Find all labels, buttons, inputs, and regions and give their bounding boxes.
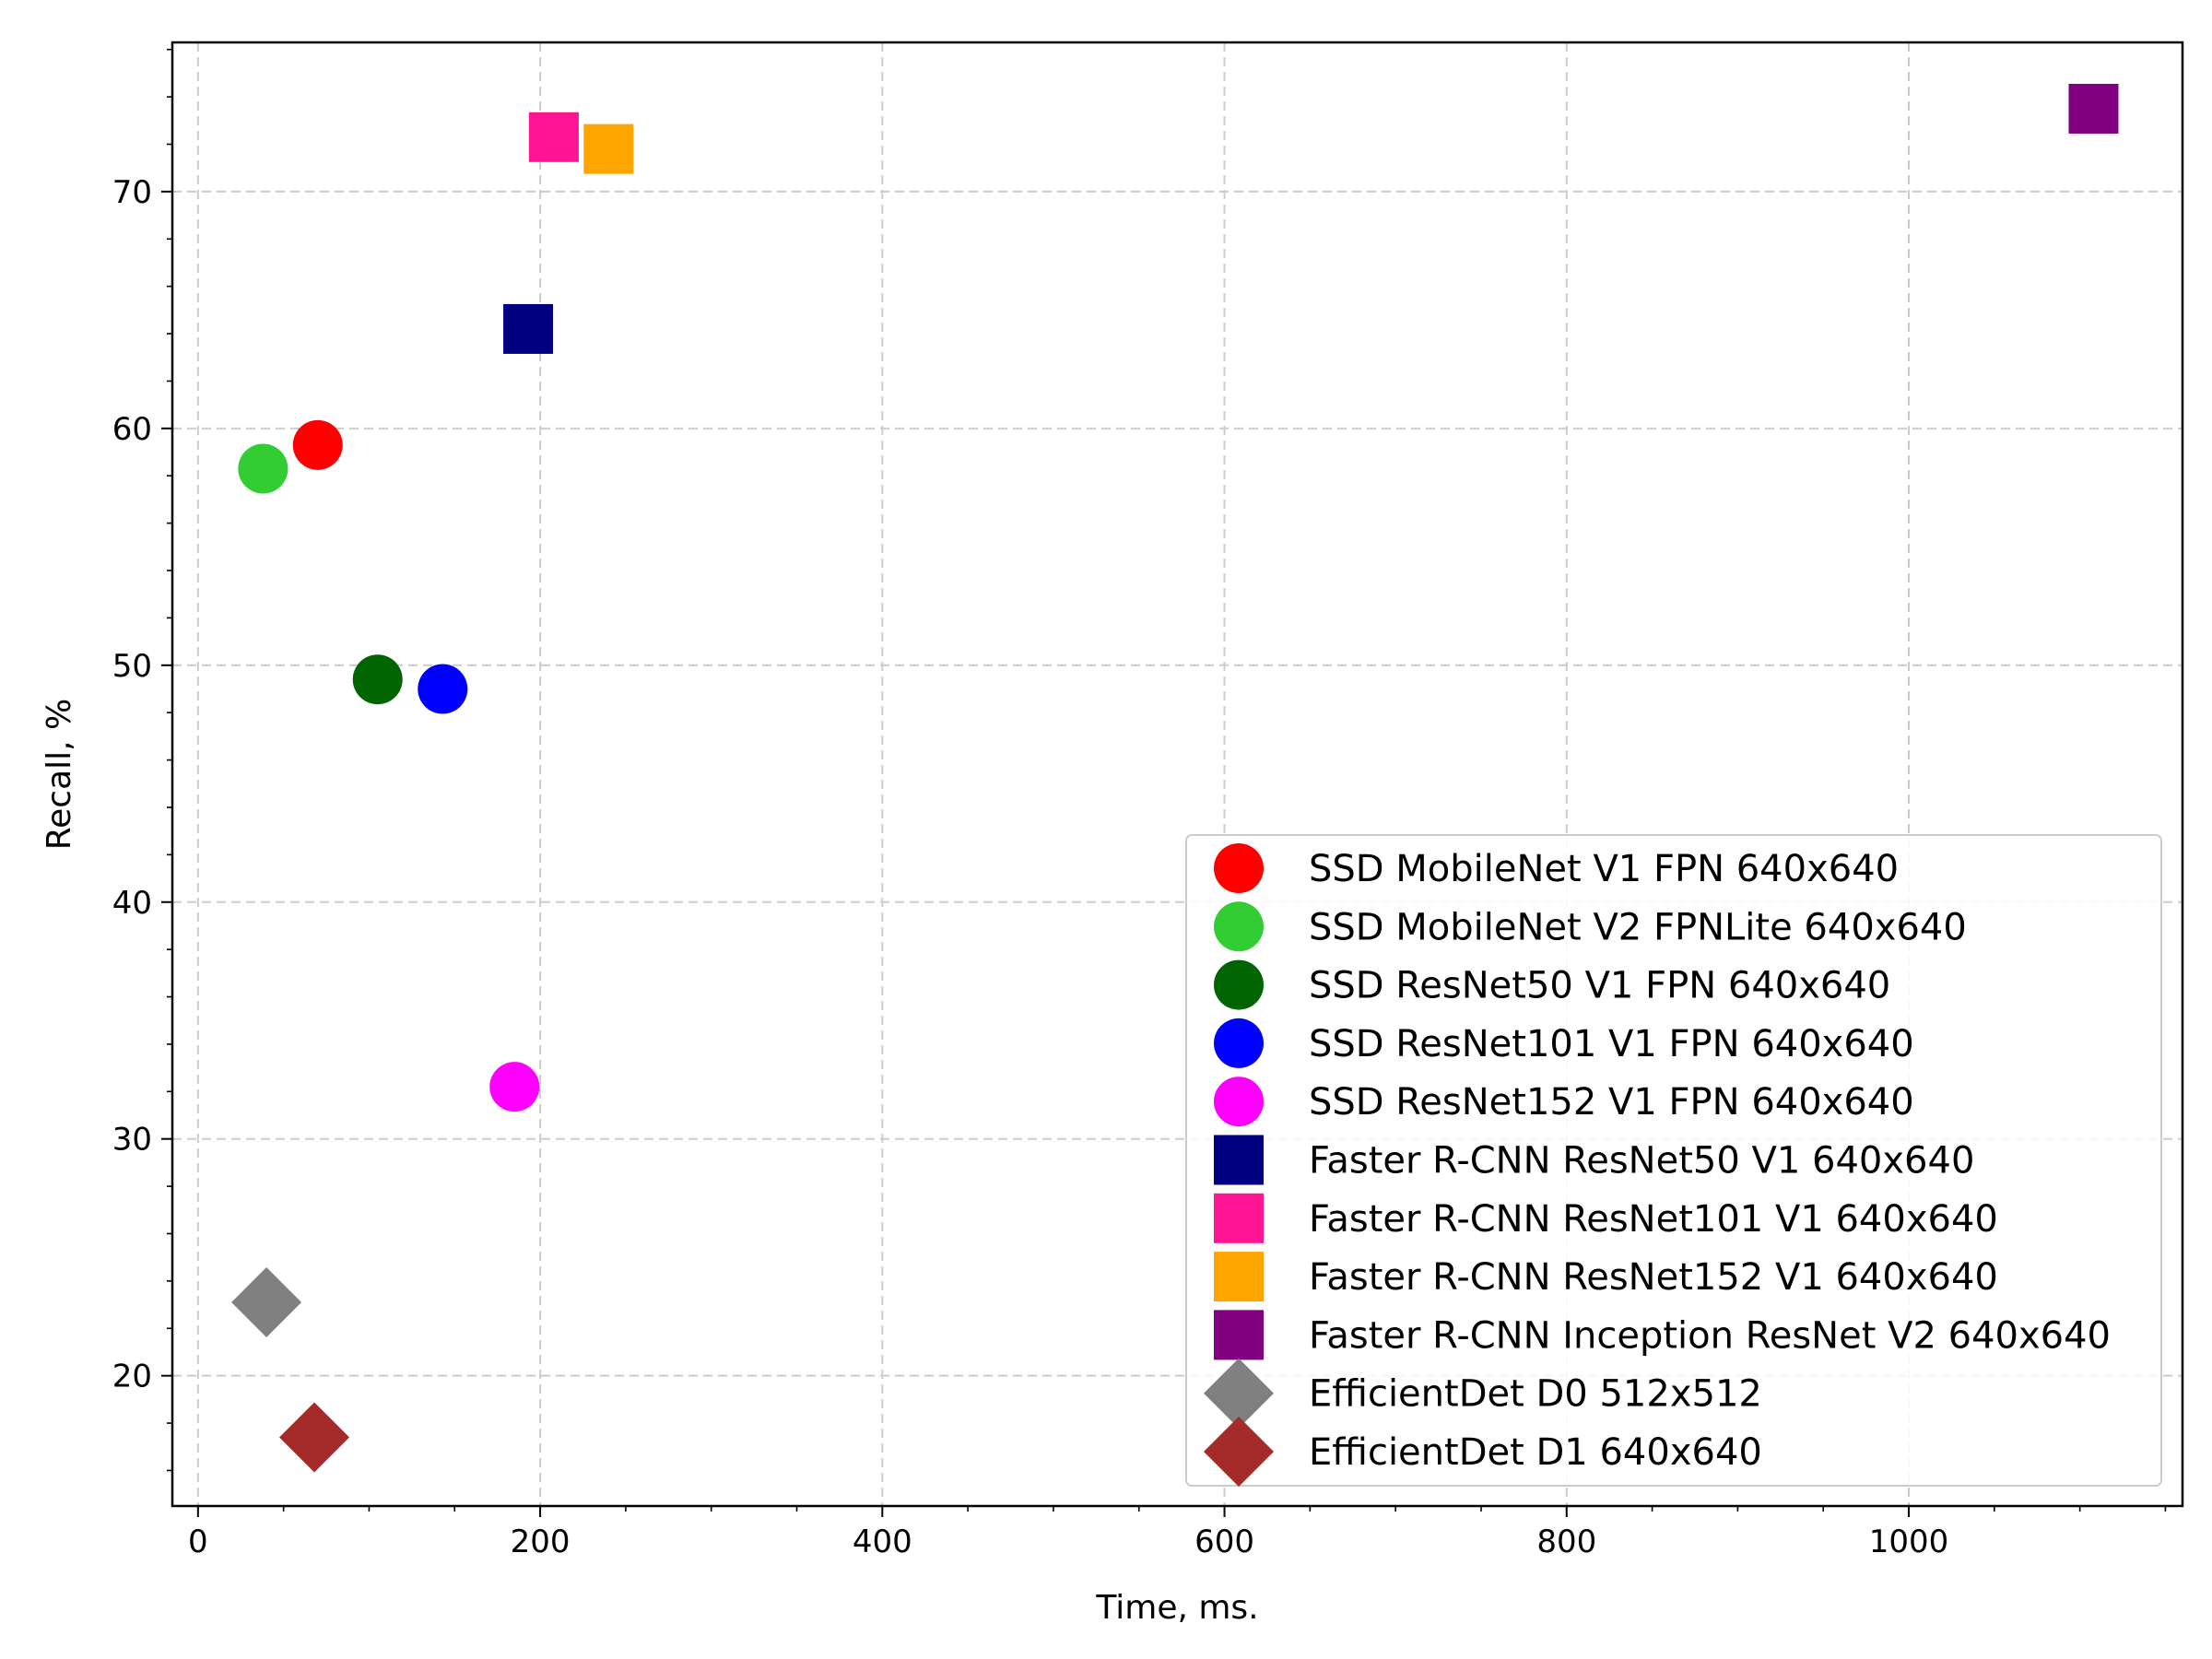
- legend-square-swatch: [1214, 1193, 1264, 1243]
- circle-data-point: [489, 1062, 540, 1112]
- x-axis-label: Time, ms.: [1095, 1589, 1258, 1627]
- x-tick-label: 0: [188, 1524, 208, 1560]
- legend-entry-label: Faster R-CNN ResNet101 V1 640x640: [1309, 1198, 1998, 1241]
- legend-square-swatch: [1214, 1252, 1264, 1302]
- legend-circle-swatch: [1214, 843, 1264, 893]
- x-tick-label: 400: [853, 1524, 912, 1560]
- circle-data-point: [418, 664, 468, 714]
- square-data-point: [528, 112, 579, 162]
- legend-entry-label: Faster R-CNN ResNet50 V1 640x640: [1309, 1140, 1974, 1182]
- legend-diamond-swatch: [1204, 1358, 1274, 1429]
- data-points: [231, 83, 2119, 1473]
- legend-circle-swatch: [1214, 901, 1264, 952]
- plot-frame: [171, 41, 2184, 1508]
- diamond-data-point: [231, 1267, 302, 1338]
- legend-square-swatch: [1214, 1310, 1264, 1360]
- circle-data-point: [238, 443, 288, 494]
- legend-entry-label: SSD ResNet101 V1 FPN 640x640: [1309, 1023, 1914, 1065]
- legend-entry-label: SSD MobileNet V1 FPN 640x640: [1309, 848, 1899, 890]
- x-tick-label: 200: [511, 1524, 571, 1560]
- legend-entry-label: EfficientDet D0 512x512: [1309, 1373, 1762, 1416]
- y-tick-label: 20: [112, 1359, 152, 1395]
- legend-circle-swatch: [1214, 1018, 1264, 1068]
- legend-entry-label: EfficientDet D1 640x640: [1309, 1431, 1762, 1474]
- diamond-data-point: [279, 1402, 350, 1473]
- x-tick-label: 1000: [1869, 1524, 1949, 1560]
- legend-entry-label: SSD ResNet152 V1 FPN 640x640: [1309, 1081, 1914, 1124]
- legend-circle-swatch: [1214, 959, 1264, 1010]
- square-data-point: [2068, 83, 2119, 134]
- circle-data-point: [352, 654, 403, 705]
- legend-box: [1185, 834, 2162, 1487]
- legend-entry-label: Faster R-CNN Inception ResNet V2 640x640: [1309, 1314, 2111, 1357]
- axis-ticks: 0 200 400 600 800 1000 20 30 40 50 60 70: [112, 174, 1949, 1560]
- y-tick-label: 30: [112, 1122, 152, 1159]
- circle-data-point: [292, 419, 343, 470]
- y-tick-label: 40: [112, 885, 152, 922]
- y-tick-label: 50: [112, 648, 152, 685]
- x-tick-label: 800: [1536, 1524, 1596, 1560]
- y-axis-label: Recall, %: [41, 699, 78, 851]
- legend-entry-label: Faster R-CNN ResNet152 V1 640x640: [1309, 1256, 1998, 1299]
- legend: SSD MobileNet V1 FPN 640x640 SSD MobileNe…: [1185, 834, 2162, 1487]
- square-data-point: [503, 303, 554, 354]
- y-tick-label: 70: [112, 174, 152, 211]
- legend-circle-swatch: [1214, 1077, 1264, 1127]
- legend-diamond-swatch: [1204, 1417, 1274, 1487]
- legend-entry-label: SSD ResNet50 V1 FPN 640x640: [1309, 965, 1890, 1007]
- legend-entry-label: SSD MobileNet V2 FPNLite 640x640: [1309, 906, 1967, 948]
- legend-square-swatch: [1214, 1135, 1264, 1185]
- square-data-point: [583, 124, 634, 174]
- x-tick-label: 600: [1194, 1524, 1254, 1560]
- y-tick-label: 60: [112, 411, 152, 448]
